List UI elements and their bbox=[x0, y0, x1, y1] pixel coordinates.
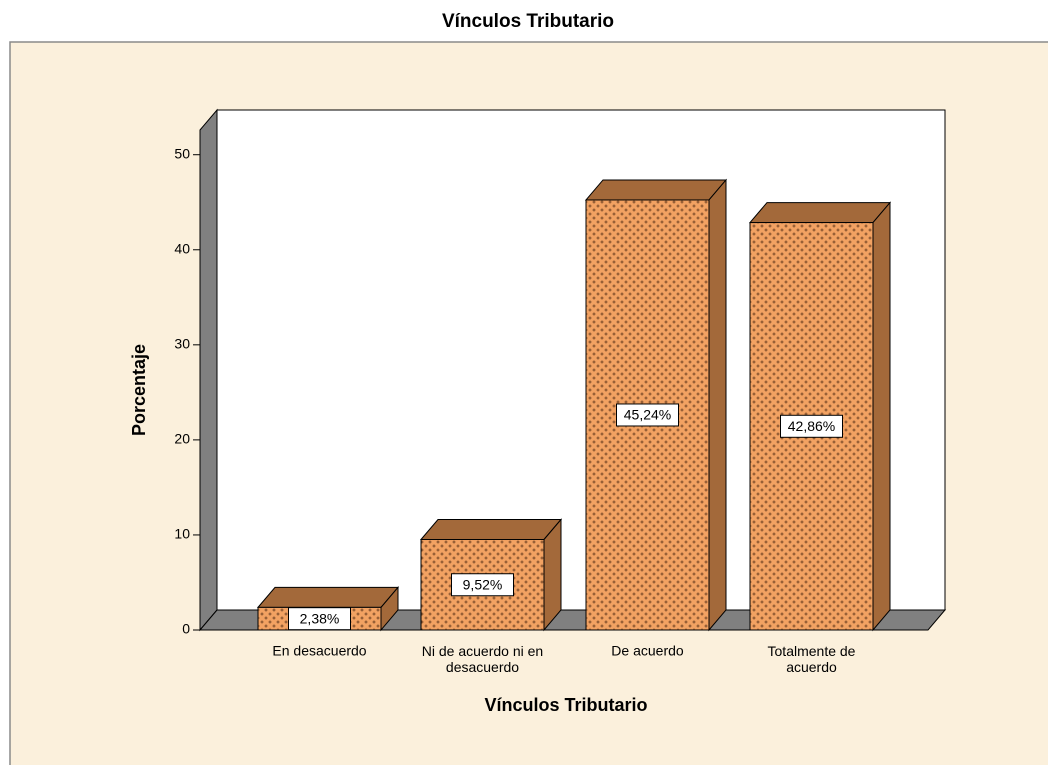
bar-face bbox=[419, 519, 563, 541]
y-tick-label: 30 bbox=[174, 336, 190, 352]
bar-face bbox=[748, 202, 892, 224]
bar-face bbox=[543, 518, 562, 632]
bar-face bbox=[584, 179, 728, 201]
y-axis-title: Porcentaje bbox=[129, 344, 149, 436]
y-tick-label: 0 bbox=[182, 621, 190, 637]
value-label-box bbox=[288, 607, 351, 631]
value-label: 2,38% bbox=[300, 610, 340, 626]
value-label: 45,24% bbox=[624, 407, 671, 423]
value-label-box bbox=[451, 573, 514, 597]
bar-face bbox=[708, 178, 727, 632]
y-tick-label: 10 bbox=[174, 526, 190, 542]
x-tick-label: Totalmente de acuerdo bbox=[768, 643, 856, 675]
y-tick-label: 20 bbox=[174, 431, 190, 447]
x-axis-title: Vínculos Tributario bbox=[484, 695, 647, 715]
y-tick-label: 40 bbox=[174, 240, 190, 256]
y-tick-label: 50 bbox=[174, 145, 190, 161]
x-tick-label: De acuerdo bbox=[611, 643, 684, 659]
bar bbox=[748, 201, 892, 632]
bar-face bbox=[256, 586, 400, 608]
chart-title: Vínculos Tributario bbox=[442, 11, 614, 32]
bar-face bbox=[872, 201, 891, 632]
value-label: 42,86% bbox=[788, 418, 835, 434]
x-tick-label: En desacuerdo bbox=[272, 643, 366, 659]
side-wall bbox=[199, 108, 218, 632]
value-label-box bbox=[780, 414, 843, 438]
x-tick-label: Ni de acuerdo ni en desacuerdo bbox=[422, 643, 543, 675]
value-label-box bbox=[616, 403, 679, 427]
value-label: 9,52% bbox=[463, 576, 503, 592]
